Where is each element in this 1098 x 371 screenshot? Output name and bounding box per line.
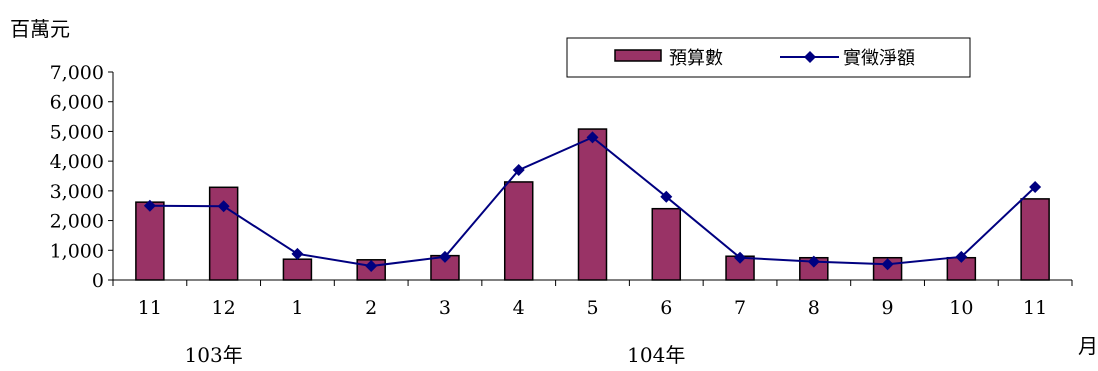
y-tick-label: 0	[92, 270, 104, 292]
line-point	[1029, 180, 1042, 193]
y-axis-unit-label: 百萬元	[10, 17, 70, 41]
line-point	[586, 131, 599, 144]
line-point	[217, 200, 230, 213]
bar	[503, 181, 534, 281]
line-point	[143, 199, 156, 212]
y-tick-label: 4,000	[50, 151, 104, 173]
x-tick-label: 7	[734, 297, 746, 319]
x-tick-label: 9	[882, 297, 894, 319]
line-point	[955, 250, 968, 263]
y-tick-label: 6,000	[50, 92, 104, 114]
line-point	[365, 260, 378, 273]
x-tick-label: 1	[291, 297, 303, 319]
x-tick-label: 11	[138, 297, 162, 319]
y-tick-label: 2,000	[50, 211, 104, 233]
y-tick-label: 5,000	[50, 121, 104, 143]
x-tick-label: 8	[808, 297, 820, 319]
year-label: 103年	[185, 343, 243, 367]
y-tick-label: 1,000	[50, 240, 104, 262]
year-label: 104年	[627, 343, 685, 367]
line-point	[881, 258, 894, 271]
line-point	[660, 190, 673, 203]
legend: 預算數 實徵淨額	[566, 37, 971, 78]
x-tick-label: 5	[586, 297, 598, 319]
x-tick-label: 3	[439, 297, 451, 319]
legend-line-marker	[804, 51, 816, 63]
x-tick-label: 11	[1023, 297, 1047, 319]
legend-label-actual: 實徵淨額	[843, 48, 915, 69]
legend-label-budget: 預算數	[669, 48, 723, 69]
bar	[282, 258, 313, 281]
legend-bar-swatch	[614, 49, 662, 62]
x-tick-label: 6	[660, 297, 672, 319]
x-tick-label: 2	[365, 297, 377, 319]
line-point	[438, 250, 451, 263]
bar	[1020, 198, 1050, 281]
bar	[577, 128, 608, 281]
line-point	[291, 247, 304, 260]
x-axis-unit-label: 月	[1078, 334, 1098, 358]
line-point	[512, 164, 525, 177]
bar	[651, 207, 682, 281]
bar	[135, 201, 165, 281]
line-point	[807, 255, 820, 268]
line-point	[734, 251, 747, 264]
y-tick-label: 7,000	[50, 62, 104, 84]
x-tick-label: 4	[513, 297, 525, 319]
y-tick-label: 3,000	[50, 181, 104, 203]
x-tick-label: 12	[212, 297, 236, 319]
x-tick-label: 10	[949, 297, 973, 319]
